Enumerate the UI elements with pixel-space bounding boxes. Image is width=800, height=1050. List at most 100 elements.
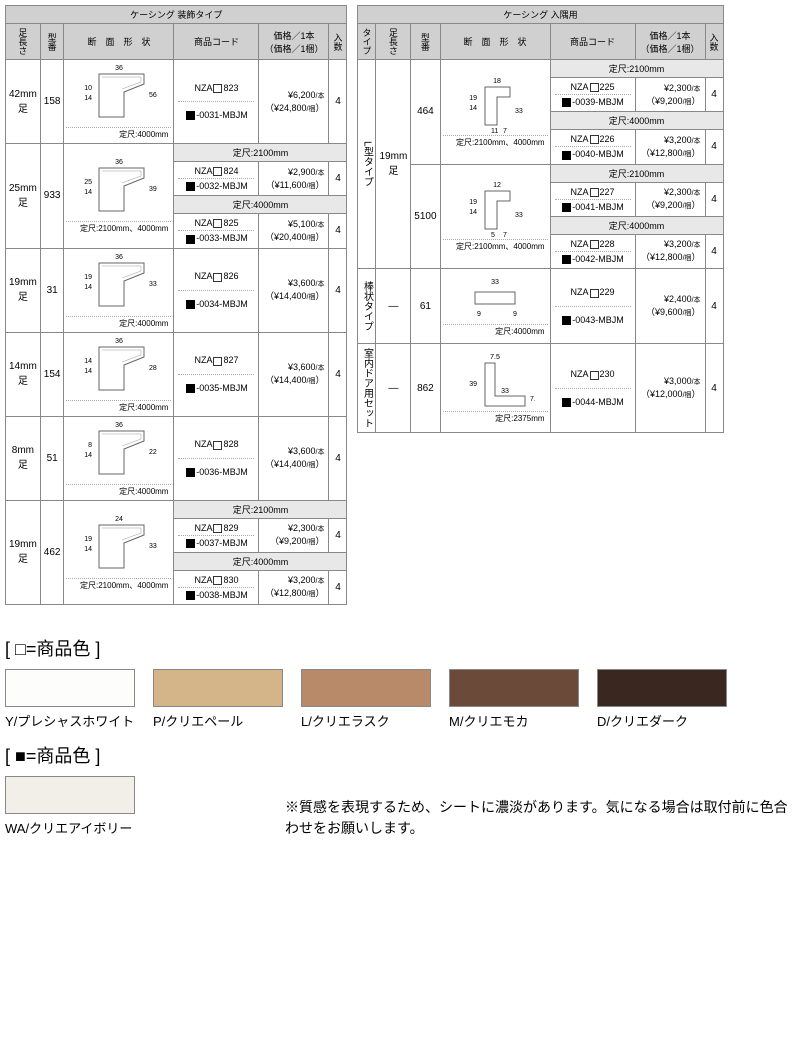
svg-text:28: 28 [149,365,157,372]
svg-text:33: 33 [515,212,523,219]
product-code: NZA226-0040-MBJM [550,130,635,164]
product-code: NZA230-0044-MBJM [550,344,635,433]
svg-text:9: 9 [513,311,517,318]
svg-text:36: 36 [115,159,123,166]
product-code: NZA823-0031-MBJM [174,60,259,144]
svg-text:56: 56 [149,92,157,99]
price: ¥6,200/本（¥24,800/梱） [259,60,329,144]
type-label: L型タイプ [358,60,376,269]
svg-text:18: 18 [493,78,501,85]
svg-text:7.5: 7.5 [530,396,535,403]
foot-length: 14mm足 [6,332,41,416]
price: ¥2,300/本（¥9,200/梱） [635,78,705,112]
table2-title: ケーシング 入隅用 [358,6,723,24]
quantity: 4 [705,130,723,164]
color-title-1: [ □=商品色 ] [5,635,795,661]
svg-text:33: 33 [149,543,157,550]
quantity: 4 [705,344,723,433]
svg-text:33: 33 [491,279,499,286]
svg-text:36: 36 [115,338,123,345]
swatch-label: Y/プレシャスホワイト [5,711,135,730]
cross-section: 18191433117定尺:2100mm、4000mm [440,60,550,165]
svg-text:7.5: 7.5 [490,354,500,361]
svg-text:12: 12 [493,182,501,189]
quantity: 4 [705,234,723,268]
size-header: 定尺:4000mm [550,112,723,130]
swatch-label: M/クリエモカ [449,711,579,730]
price: ¥2,400/本（¥9,600/梱） [635,269,705,344]
product-code: NZA229-0043-MBJM [550,269,635,344]
cross-section: 1219143357定尺:2100mm、4000mm [440,164,550,269]
svg-text:39: 39 [469,381,477,388]
swatch-label: L/クリエラスク [301,711,431,730]
model-number: 154 [40,332,64,416]
cross-section: 24191433定尺:2100mm、4000mm [64,500,174,605]
size-header: 定尺:2100mm [174,144,347,162]
svg-text:9: 9 [477,311,481,318]
cross-section: 36191433定尺:4000mm [64,248,174,332]
quantity: 4 [329,518,347,552]
product-code: NZA227-0041-MBJM [550,182,635,216]
model-number: 464 [411,60,440,165]
color-swatch: D/クリエダーク [597,669,727,730]
color-swatch: Y/プレシャスホワイト [5,669,135,730]
model-number: 933 [40,144,64,249]
quantity: 4 [329,162,347,196]
product-code: NZA825-0033-MBJM [174,214,259,248]
price: ¥2,900/本（¥11,600/梱） [259,162,329,196]
svg-text:14: 14 [84,358,92,365]
color-swatch: WA/クリエアイボリー [5,776,135,837]
quantity: 4 [329,214,347,248]
svg-text:39: 39 [149,186,157,193]
price: ¥2,300/本（¥9,200/梱） [259,518,329,552]
foot-length: 19mm足 [6,500,41,605]
svg-text:19: 19 [84,274,92,281]
foot-length: — [376,269,411,344]
price: ¥3,600/本（¥14,400/梱） [259,332,329,416]
product-code: NZA828-0036-MBJM [174,416,259,500]
casing-corner-table: ケーシング 入隅用 タイプ足長さ型番断 面 形 状商品コード価格／1本（価格／1… [357,5,723,433]
price: ¥5,100/本（¥20,400/梱） [259,214,329,248]
model-number: 51 [40,416,64,500]
svg-text:24: 24 [115,516,123,523]
svg-text:36: 36 [115,254,123,261]
svg-text:36: 36 [115,422,123,429]
svg-text:36: 36 [115,65,123,72]
svg-text:14: 14 [84,189,92,196]
svg-text:14: 14 [84,95,92,102]
quantity: 4 [329,332,347,416]
svg-text:19: 19 [469,199,477,206]
texture-note: ※質感を表現するため、シートに濃淡があります。気になる場合は取付前に色合わせをお… [285,797,795,839]
foot-length: 19mm足 [6,248,41,332]
cross-section: 36251439定尺:2100mm、4000mm [64,144,174,249]
type-label: 棒状タイプ [358,269,376,344]
quantity: 4 [705,182,723,216]
size-header: 定尺:4000mm [174,196,347,214]
cross-section: 3399定尺:4000mm [440,269,550,344]
svg-text:7: 7 [503,232,507,239]
svg-text:14: 14 [84,546,92,553]
size-header: 定尺:2100mm [550,60,723,78]
product-code: NZA824-0032-MBJM [174,162,259,196]
foot-length: 19mm足 [376,60,411,269]
svg-text:8: 8 [88,442,92,449]
price: ¥3,000/本（¥12,000/梱） [635,344,705,433]
product-code: NZA826-0034-MBJM [174,248,259,332]
price: ¥3,200/本（¥12,800/梱） [635,234,705,268]
product-code: NZA830-0038-MBJM [174,570,259,604]
svg-text:19: 19 [469,95,477,102]
type-label: 室内ドア用セット [358,344,376,433]
foot-length: 25mm足 [6,144,41,249]
quantity: 4 [329,416,347,500]
cross-section: 3681422定尺:4000mm [64,416,174,500]
quantity: 4 [329,570,347,604]
color-swatch: M/クリエモカ [449,669,579,730]
svg-text:5: 5 [491,232,495,239]
size-header: 定尺:2100mm [550,164,723,182]
svg-text:33: 33 [149,281,157,288]
size-header: 定尺:2100mm [174,500,347,518]
price: ¥3,600/本（¥14,400/梱） [259,248,329,332]
casing-decorative-table: ケーシング 装飾タイプ 足長さ型番断 面 形 状商品コード価格／1本（価格／1梱… [5,5,347,605]
svg-text:14: 14 [469,105,477,112]
color-swatch: P/クリエペール [153,669,283,730]
